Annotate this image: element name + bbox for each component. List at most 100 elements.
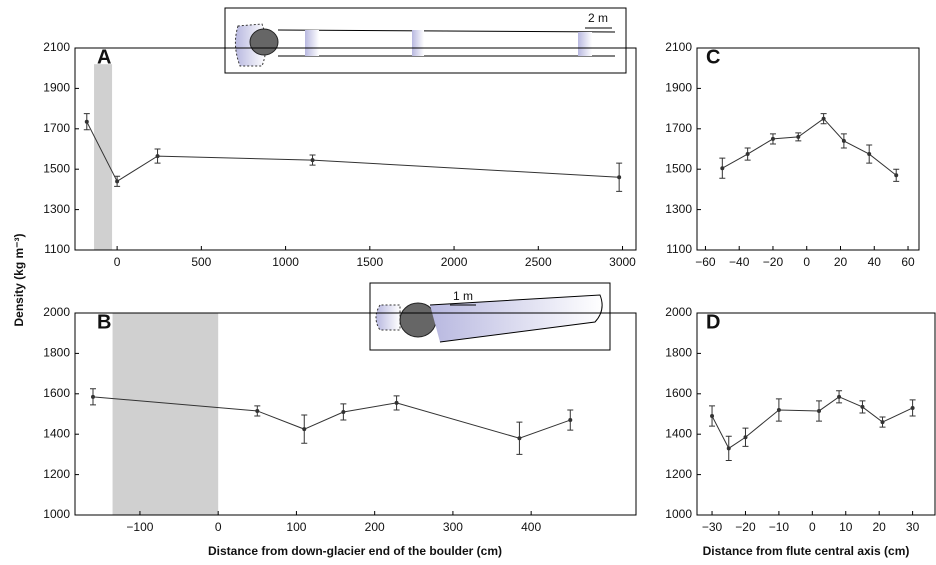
mean-point (255, 408, 260, 413)
x-tick-label: 400 (521, 520, 541, 534)
shaded-region (112, 313, 219, 515)
mean-point (341, 409, 346, 414)
plot-frame (696, 312, 936, 516)
x-tick-label: 30 (906, 520, 920, 534)
x-tick-label: 60 (901, 255, 915, 269)
x-tick-label: 0 (215, 520, 222, 534)
x-tick-label: −20 (763, 255, 784, 269)
y-tick-label: 1300 (665, 202, 692, 216)
mean-point (84, 119, 89, 124)
inset-scale: 2 m (588, 11, 608, 25)
mean-point (115, 179, 120, 184)
y-tick-label: 1200 (665, 467, 692, 481)
panel-label: D (706, 311, 720, 333)
x-tick-label: 100 (286, 520, 306, 534)
x-tick-label: 0 (809, 520, 816, 534)
y-tick-label: 1600 (665, 386, 692, 400)
mean-point (720, 166, 725, 171)
mean-point (302, 427, 307, 432)
x-tick-label: 3000 (609, 255, 636, 269)
mean-point (837, 394, 842, 399)
x-tick-label: −20 (735, 520, 756, 534)
y-tick-label: 1800 (43, 346, 70, 360)
x-tick-label: 1500 (356, 255, 383, 269)
mean-point (568, 418, 573, 423)
y-tick-label: 1300 (43, 202, 70, 216)
x-tick-label: 300 (443, 520, 463, 534)
y-tick-label: 2100 (665, 40, 692, 54)
y-tick-label: 1000 (43, 507, 70, 521)
inset-a (224, 7, 627, 74)
mean-point (821, 116, 826, 121)
mean-point (517, 436, 522, 441)
y-tick-label: 1500 (665, 161, 692, 175)
y-tick-label: 1700 (43, 121, 70, 135)
y-tick-label: 1900 (43, 81, 70, 95)
x-tick-label: 10 (839, 520, 853, 534)
x-axis-label: Distance from down-glacier end of the bo… (208, 544, 502, 558)
x-tick-label: −40 (729, 255, 750, 269)
x-axis-label: Distance from flute central axis (cm) (703, 544, 910, 558)
mean-point (770, 136, 775, 141)
y-tick-label: 1100 (44, 242, 70, 256)
plot-frame (74, 312, 637, 516)
shaded-region (94, 64, 113, 250)
panel-label: C (706, 46, 720, 68)
x-tick-label: −60 (695, 255, 716, 269)
y-tick-label: 1900 (665, 81, 692, 95)
y-tick-label: 1800 (665, 346, 692, 360)
y-tick-label: 2000 (665, 305, 692, 319)
plot-frame (696, 47, 920, 251)
panel-label: A (97, 46, 111, 68)
mean-point (155, 154, 160, 159)
x-tick-label: −30 (702, 520, 723, 534)
mean-point (860, 404, 865, 409)
y-tick-label: 1400 (43, 426, 70, 440)
mean-point (394, 400, 399, 405)
mean-point (867, 152, 872, 157)
mean-point (841, 138, 846, 143)
mean-line (86, 121, 620, 183)
x-tick-label: 40 (868, 255, 882, 269)
x-tick-label: 500 (191, 255, 211, 269)
x-tick-label: 200 (365, 520, 385, 534)
panel-label: B (97, 311, 111, 333)
y-tick-label: 1600 (43, 386, 70, 400)
mean-point (796, 134, 801, 139)
mean-point (90, 394, 95, 399)
inset-b (369, 282, 611, 351)
mean-point (710, 414, 715, 419)
mean-point (310, 158, 315, 163)
y-tick-label: 1700 (665, 121, 692, 135)
x-tick-label: −10 (769, 520, 790, 534)
mean-point (743, 435, 748, 440)
y-axis-label: Density (kg m⁻³) (12, 233, 26, 326)
x-tick-label: 20 (872, 520, 886, 534)
plot-frame (74, 47, 637, 251)
x-tick-label: 0 (114, 255, 121, 269)
x-tick-label: 20 (834, 255, 848, 269)
y-tick-label: 1400 (665, 426, 692, 440)
x-tick-label: 2000 (441, 255, 468, 269)
x-tick-label: −100 (126, 520, 153, 534)
mean-point (617, 175, 622, 180)
mean-point (817, 408, 822, 413)
x-tick-label: 0 (803, 255, 810, 269)
y-tick-label: 2000 (43, 305, 70, 319)
y-tick-label: 2100 (43, 40, 70, 54)
x-tick-label: 1000 (272, 255, 299, 269)
inset-scale: 1 m (453, 289, 473, 303)
mean-point (894, 173, 899, 178)
mean-point (776, 407, 781, 412)
mean-point (745, 152, 750, 157)
x-tick-label: 2500 (525, 255, 552, 269)
mean-point (880, 420, 885, 425)
mean-point (726, 446, 731, 451)
y-tick-label: 1100 (666, 242, 692, 256)
mean-point (910, 405, 915, 410)
y-tick-label: 1000 (665, 507, 692, 521)
mean-line (722, 118, 897, 176)
y-tick-label: 1500 (43, 161, 70, 175)
y-tick-label: 1200 (43, 467, 70, 481)
